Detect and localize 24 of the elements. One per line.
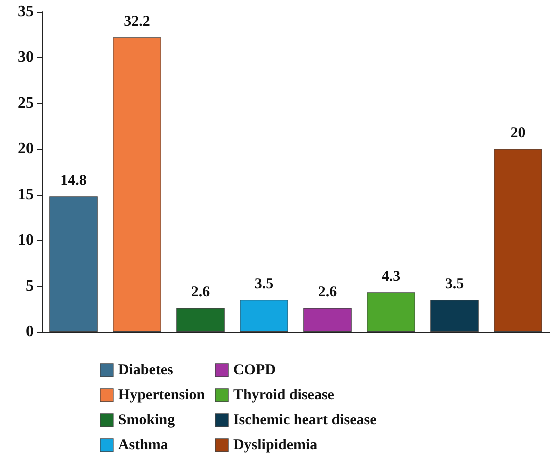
y-tick-label: 35: [18, 4, 34, 20]
data-label: 2.6: [318, 284, 338, 301]
y-tick-label: 5: [26, 278, 34, 295]
y-tick-label: 30: [18, 49, 34, 66]
legend-label: Smoking: [118, 412, 176, 428]
legend-label: Dyslipidemia: [233, 438, 318, 454]
data-label: 2.6: [191, 284, 211, 301]
data-label: 20: [510, 126, 526, 142]
data-label: 14.8: [60, 173, 87, 190]
legend-label: Diabetes: [118, 362, 174, 378]
legend-label: COPD: [233, 362, 276, 378]
legend-label: Thyroid disease: [233, 388, 335, 404]
data-label: 32.2: [124, 14, 150, 30]
data-label: 4.3: [382, 269, 401, 286]
y-tick-label: 25: [18, 94, 34, 112]
data-label: 3.5: [445, 276, 464, 292]
y-tick-label: 0: [26, 324, 34, 340]
legend-label: Ischemic heart disease: [233, 412, 378, 428]
legend-label: Asthma: [118, 438, 169, 454]
legend-label: Hypertension: [118, 388, 206, 404]
y-tick-label: 20: [18, 140, 34, 158]
data-label: 3.5: [254, 276, 274, 292]
y-tick-label: 15: [18, 186, 34, 204]
y-tick-label: 10: [18, 232, 34, 250]
